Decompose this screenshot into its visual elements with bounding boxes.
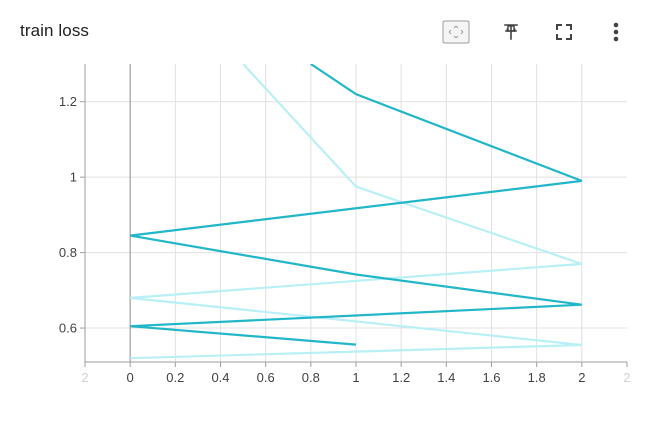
x-edge-tick-label: 2 xyxy=(623,370,630,385)
fullscreen-icon xyxy=(556,24,572,40)
fit-domain-button[interactable] xyxy=(440,16,472,48)
x-tick-label: 0.2 xyxy=(166,370,184,385)
x-tick-label: 0.8 xyxy=(302,370,320,385)
x-tick-label: 1.8 xyxy=(528,370,546,385)
y-tick-label: 0.8 xyxy=(59,245,77,260)
x-edge-tick-label: 2 xyxy=(81,370,88,385)
x-tick-label: 2 xyxy=(578,370,585,385)
pin-button[interactable] xyxy=(495,16,527,48)
x-tick-label: 1.4 xyxy=(437,370,455,385)
y-tick-label: 1 xyxy=(70,170,77,185)
series-line-run-dark[interactable] xyxy=(130,64,583,346)
y-tick-label: 1.2 xyxy=(59,94,77,109)
pin-icon xyxy=(504,24,518,40)
card-title: train loss xyxy=(20,21,90,40)
x-tick-label: 0.4 xyxy=(211,370,229,385)
chart-series xyxy=(130,64,583,360)
x-tick-label: 1.2 xyxy=(392,370,410,385)
card-header: train loss xyxy=(0,0,646,62)
y-tick-label: 0.6 xyxy=(59,321,77,336)
x-tick-label: 0.6 xyxy=(257,370,275,385)
x-tick-label: 1.6 xyxy=(482,370,500,385)
x-tick-label: 0 xyxy=(127,370,134,385)
chart-grid xyxy=(85,64,627,362)
fit-domain-icon xyxy=(442,20,470,44)
more-vert-icon xyxy=(613,22,619,42)
chart-tick-labels: 0.6 0.8 1 1.2 0 0.2 0.4 0.6 0.8 1 1.2 1.4 1.6 1.8 2 2 2 xyxy=(59,94,631,385)
x-tick-label: 1 xyxy=(352,370,359,385)
chart-axes xyxy=(80,64,628,367)
series-line-run-light[interactable] xyxy=(130,64,583,360)
more-button[interactable] xyxy=(600,16,632,48)
fullscreen-button[interactable] xyxy=(548,16,580,48)
